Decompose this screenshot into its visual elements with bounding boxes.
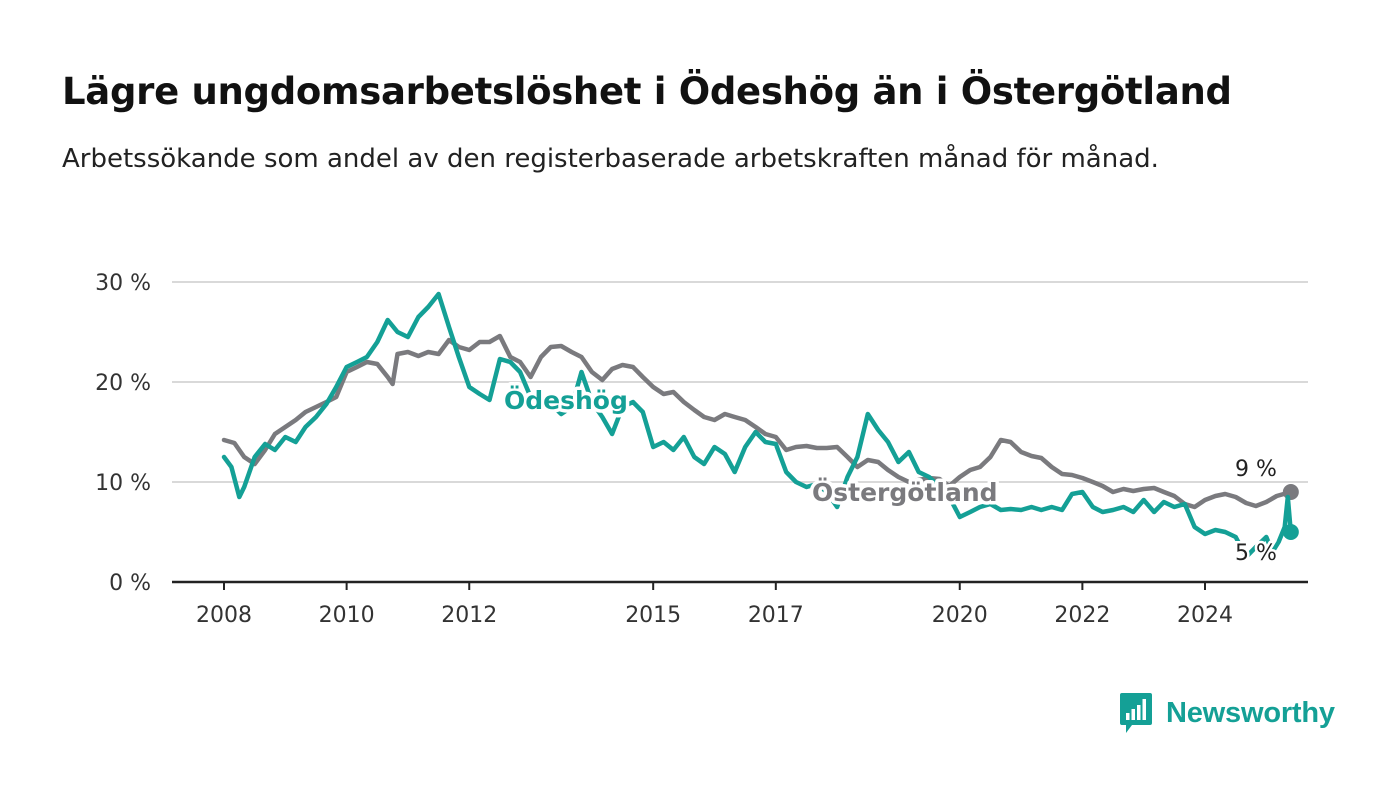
y-tick-label: 30 % [95,271,151,296]
chart-title: Lägre ungdomsarbetslöshet i Ödeshög än i… [62,70,1232,113]
y-tick-label: 20 % [95,371,151,396]
end-point-marker [1282,484,1299,500]
y-tick-label: 0 % [109,571,151,596]
series-line-ostergotland [221,333,1294,510]
series-line-odeshog [221,291,1294,560]
newsworthy-logo: Newsworthy [1118,691,1335,735]
y-axis-labels: 0 % 10 % 20 % 30 % [95,271,151,596]
end-value-label-ostergotland: 9 % [1235,457,1277,482]
x-axis [172,580,1308,590]
y-tick-label: 10 % [95,471,151,496]
brand-name: Newsworthy [1166,696,1335,729]
series-lines [221,291,1299,560]
end-value-label-odeshog: 5 % [1235,541,1277,566]
x-tick-label: 2008 [196,603,252,628]
end-point-marker [1282,524,1299,540]
x-tick-label: 2017 [748,603,804,628]
x-tick-label: 2010 [319,603,375,628]
gridlines [172,281,1308,483]
x-tick-label: 2020 [932,603,988,628]
x-axis-labels: 2008 2010 2012 2015 2017 2020 2022 2024 [196,603,1233,628]
x-tick-label: 2015 [625,603,681,628]
series-label-ostergotland: Östergötland [812,477,998,507]
chart-subtitle: Arbetssökande som andel av den registerb… [62,144,1159,174]
series-label-odeshog: Ödeshög [504,385,628,415]
series-labels: Ödeshög Östergötland 9 % 5 % [501,382,1280,569]
x-tick-label: 2022 [1054,603,1110,628]
bar-chart-icon [1120,693,1152,733]
x-tick-label: 2012 [441,603,497,628]
x-tick-label: 2024 [1177,603,1233,628]
